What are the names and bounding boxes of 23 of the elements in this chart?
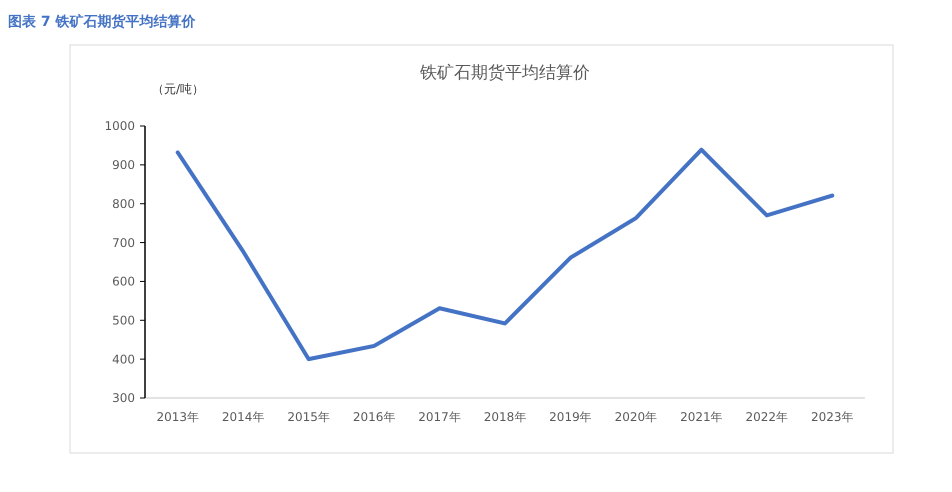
- x-tick-label: 2015年: [287, 410, 330, 424]
- line-series: [176, 148, 834, 362]
- y-tick-label: 1000: [104, 119, 135, 134]
- chart-subtitle: 图表 7 铁矿石期货平均结算价: [8, 13, 196, 30]
- y-tick-label: 500: [112, 313, 135, 328]
- x-tick-label: 2017年: [418, 410, 461, 424]
- y-tick-label: 800: [112, 196, 135, 211]
- x-tick-label: 2014年: [222, 410, 264, 424]
- y-tick-label: 700: [112, 236, 135, 250]
- y-tick-label: 900: [112, 158, 135, 172]
- x-tick-label: 2019年: [549, 410, 592, 424]
- y-tick-label: 400: [112, 352, 135, 366]
- y-tick-label: 600: [112, 274, 135, 289]
- x-tick-label: 2020年: [614, 410, 658, 424]
- y-tick-label: 300: [112, 391, 135, 406]
- chart-title: 铁矿石期货平均结算价: [419, 63, 590, 82]
- x-tick-label: 2021年: [680, 410, 723, 424]
- x-tick-label: 2018年: [484, 410, 526, 424]
- x-tick-label: 2013年: [156, 410, 199, 424]
- x-tick-label: 2016年: [352, 410, 396, 424]
- y-axis-title: （元/吨）: [152, 82, 204, 96]
- x-tick-label: 2022年: [746, 410, 788, 424]
- x-tick-label: 2023年: [811, 410, 854, 424]
